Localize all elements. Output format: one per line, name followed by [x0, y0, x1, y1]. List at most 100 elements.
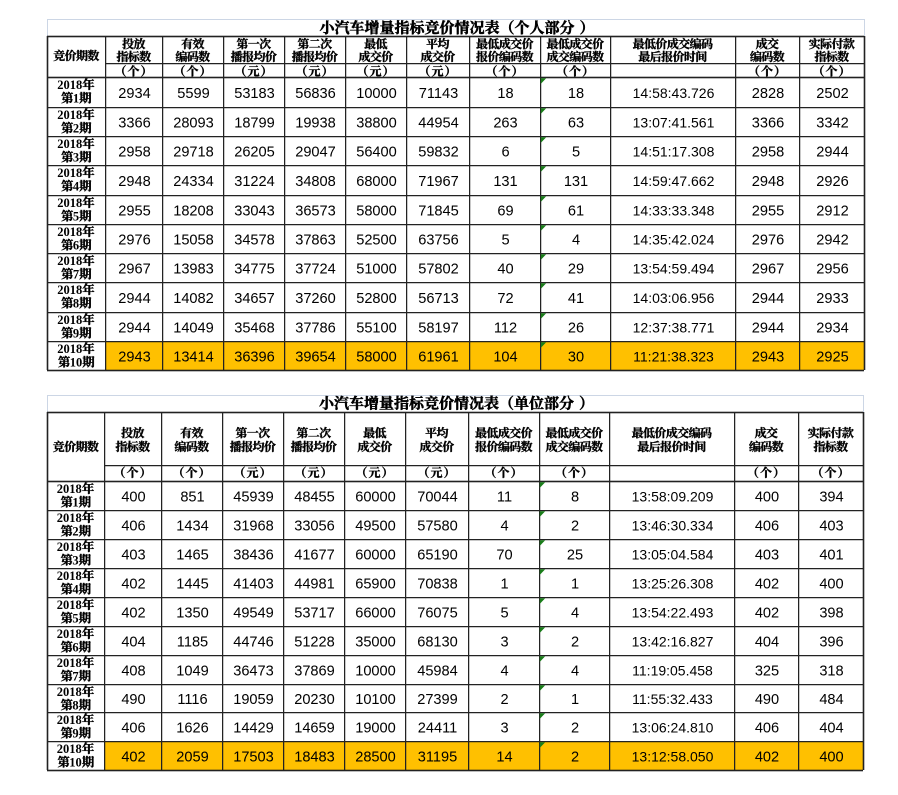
- svg-text:5: 5: [501, 232, 509, 248]
- svg-text:13414: 13414: [173, 349, 214, 365]
- svg-text:35000: 35000: [355, 634, 396, 650]
- svg-text:11:55:32.433: 11:55:32.433: [632, 691, 713, 707]
- svg-text:5: 5: [73, 209, 79, 223]
- svg-text:37786: 37786: [295, 320, 336, 336]
- svg-text:36573: 36573: [295, 203, 336, 219]
- svg-text:70838: 70838: [417, 576, 458, 592]
- svg-text:2925: 2925: [816, 349, 848, 365]
- svg-text:31224: 31224: [234, 174, 275, 190]
- svg-text:2: 2: [571, 634, 579, 650]
- svg-text:5: 5: [572, 144, 580, 160]
- svg-text:131: 131: [493, 174, 517, 190]
- svg-text:11:19:05.458: 11:19:05.458: [632, 662, 713, 678]
- svg-text:394: 394: [819, 489, 843, 505]
- svg-text:59832: 59832: [418, 144, 459, 160]
- svg-text:2: 2: [500, 692, 508, 708]
- svg-text:3: 3: [73, 150, 79, 164]
- svg-text:31195: 31195: [418, 749, 458, 765]
- svg-text:2502: 2502: [816, 86, 848, 102]
- svg-text:13:42:16.827: 13:42:16.827: [632, 633, 714, 649]
- svg-text:11: 11: [497, 489, 512, 505]
- svg-text:63756: 63756: [418, 232, 459, 248]
- svg-text:4: 4: [72, 582, 79, 596]
- svg-text:1: 1: [72, 495, 78, 509]
- svg-text:2944: 2944: [118, 291, 150, 307]
- svg-text:56836: 56836: [295, 86, 336, 102]
- svg-text:14049: 14049: [173, 320, 214, 336]
- svg-text:34775: 34775: [234, 261, 275, 277]
- svg-text:1: 1: [571, 692, 579, 708]
- svg-text:484: 484: [819, 692, 843, 708]
- svg-text:408: 408: [121, 663, 145, 679]
- svg-text:2943: 2943: [752, 349, 784, 365]
- svg-text:44746: 44746: [233, 634, 274, 650]
- svg-text:18208: 18208: [173, 203, 214, 219]
- svg-text:49549: 49549: [233, 605, 274, 621]
- svg-text:38436: 38436: [233, 547, 274, 563]
- svg-text:52500: 52500: [356, 232, 397, 248]
- svg-text:402: 402: [121, 749, 145, 765]
- svg-text:37260: 37260: [295, 291, 336, 307]
- svg-text:3366: 3366: [752, 115, 784, 131]
- svg-text:29718: 29718: [173, 144, 214, 160]
- svg-text:53717: 53717: [294, 605, 335, 621]
- svg-text:2018: 2018: [57, 254, 82, 268]
- svg-text:17503: 17503: [233, 749, 274, 765]
- svg-text:14:58:43.726: 14:58:43.726: [633, 85, 715, 101]
- svg-text:13:54:22.493: 13:54:22.493: [632, 604, 714, 620]
- svg-text:10: 10: [69, 755, 82, 769]
- svg-text:1434: 1434: [176, 518, 208, 534]
- svg-text:400: 400: [819, 749, 843, 765]
- svg-text:15058: 15058: [173, 232, 214, 248]
- svg-text:70044: 70044: [417, 489, 458, 505]
- svg-text:4: 4: [73, 179, 80, 193]
- svg-text:41403: 41403: [233, 576, 274, 592]
- svg-text:3366: 3366: [118, 115, 150, 131]
- svg-text:8: 8: [72, 698, 78, 712]
- svg-text:37724: 37724: [295, 261, 336, 277]
- svg-text:4: 4: [572, 232, 580, 248]
- svg-text:13:46:30.334: 13:46:30.334: [632, 517, 714, 533]
- svg-text:53183: 53183: [234, 86, 275, 102]
- svg-text:2018: 2018: [57, 166, 82, 180]
- svg-text:5: 5: [500, 605, 508, 621]
- svg-text:56713: 56713: [418, 291, 459, 307]
- svg-text:63: 63: [568, 115, 584, 131]
- svg-text:4: 4: [500, 663, 508, 679]
- svg-text:51228: 51228: [294, 634, 335, 650]
- svg-text:2944: 2944: [816, 144, 848, 160]
- svg-text:2: 2: [571, 749, 579, 765]
- svg-text:71143: 71143: [419, 86, 459, 102]
- svg-text:1465: 1465: [176, 547, 208, 563]
- svg-text:402: 402: [121, 576, 145, 592]
- svg-text:6: 6: [72, 640, 78, 654]
- svg-text:41: 41: [568, 291, 584, 307]
- svg-text:12:37:38.771: 12:37:38.771: [633, 319, 715, 335]
- svg-text:2942: 2942: [816, 232, 848, 248]
- svg-text:4: 4: [571, 663, 579, 679]
- svg-text:40: 40: [497, 261, 513, 277]
- svg-text:2018: 2018: [57, 713, 82, 727]
- svg-text:398: 398: [819, 605, 843, 621]
- svg-text:58000: 58000: [356, 349, 397, 365]
- svg-text:104: 104: [493, 349, 517, 365]
- svg-text:14:59:47.662: 14:59:47.662: [633, 173, 715, 189]
- svg-text:2912: 2912: [816, 203, 848, 219]
- svg-text:57580: 57580: [417, 518, 458, 534]
- svg-text:2944: 2944: [118, 320, 150, 336]
- svg-text:9: 9: [73, 326, 79, 340]
- svg-text:10000: 10000: [355, 663, 396, 679]
- svg-text:404: 404: [121, 634, 145, 650]
- svg-text:51000: 51000: [356, 261, 397, 277]
- svg-text:263: 263: [493, 115, 517, 131]
- svg-text:2958: 2958: [752, 144, 784, 160]
- svg-text:400: 400: [755, 489, 779, 505]
- svg-text:3: 3: [500, 634, 508, 650]
- svg-text:2018: 2018: [57, 225, 82, 239]
- svg-text:19059: 19059: [233, 692, 274, 708]
- svg-text:851: 851: [180, 489, 204, 505]
- svg-text:2018: 2018: [57, 78, 82, 92]
- svg-text:13:07:41.561: 13:07:41.561: [633, 114, 715, 130]
- svg-text:396: 396: [819, 634, 843, 650]
- svg-text:71967: 71967: [418, 174, 459, 190]
